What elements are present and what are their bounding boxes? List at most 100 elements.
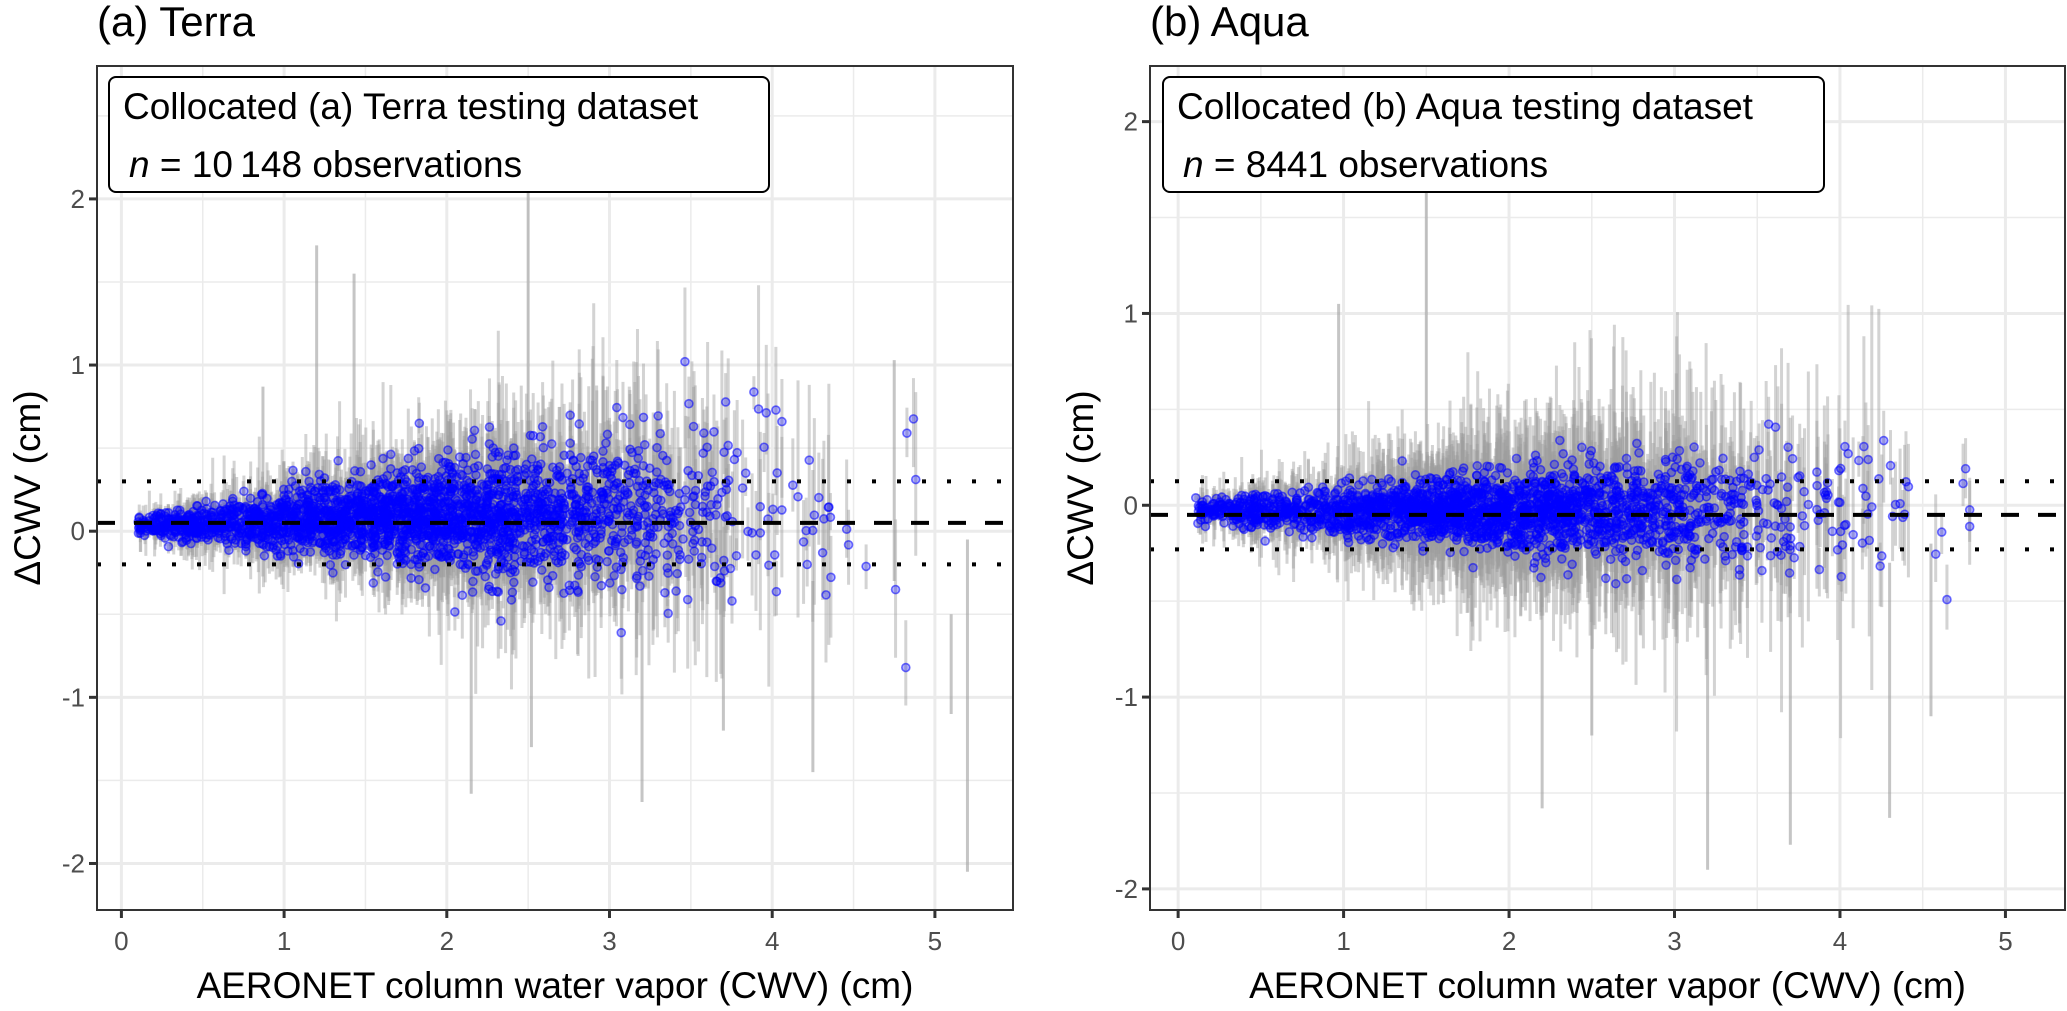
data-point <box>239 486 249 497</box>
data-point <box>400 465 411 475</box>
data-point <box>383 535 393 546</box>
data-point <box>631 573 642 584</box>
data-point <box>473 461 484 471</box>
data-point <box>662 563 673 573</box>
data-point <box>566 482 576 492</box>
data-point <box>608 503 619 514</box>
data-point <box>642 501 653 512</box>
data-point <box>401 508 411 518</box>
data-point <box>722 511 732 521</box>
data-point <box>821 590 831 600</box>
data-point <box>755 528 766 538</box>
data-point <box>768 504 778 515</box>
data-point <box>207 511 218 521</box>
data-point <box>652 442 662 453</box>
data-point <box>530 468 541 479</box>
data-point <box>902 428 912 438</box>
data-point <box>413 443 424 454</box>
data-point <box>215 533 226 544</box>
data-point <box>406 573 416 583</box>
data-point <box>636 549 646 559</box>
data-point <box>632 522 642 532</box>
data-point <box>625 419 635 430</box>
data-point <box>619 537 630 548</box>
data-point <box>817 547 828 558</box>
data-point <box>615 547 626 558</box>
data-point <box>637 565 648 576</box>
data-point <box>408 483 418 494</box>
data-point <box>586 498 597 508</box>
data-point <box>492 485 503 496</box>
data-point <box>662 550 673 560</box>
data-point <box>814 492 824 503</box>
data-point <box>635 556 646 566</box>
data-point <box>473 489 483 500</box>
data-point <box>651 549 661 559</box>
data-point <box>740 468 751 478</box>
data-point <box>823 502 834 513</box>
data-point <box>908 414 919 424</box>
data-point <box>369 534 380 544</box>
data-point <box>365 552 376 563</box>
data-point <box>507 587 518 598</box>
data-point <box>310 486 320 496</box>
data-point <box>436 466 447 477</box>
data-point <box>579 469 590 479</box>
data-point <box>711 576 722 586</box>
data-point <box>453 549 463 560</box>
data-point <box>380 572 391 582</box>
data-point <box>672 568 683 579</box>
data-point <box>241 546 251 556</box>
data-point <box>640 537 651 548</box>
data-point <box>678 534 688 544</box>
data-point <box>596 580 607 591</box>
data-point <box>510 466 521 476</box>
data-point <box>638 460 649 471</box>
data-point <box>664 479 674 490</box>
data-point <box>702 442 712 453</box>
data-point <box>771 586 782 597</box>
data-point <box>377 494 387 505</box>
data-point <box>510 544 520 555</box>
data-point <box>682 594 693 605</box>
data-point <box>484 540 495 550</box>
data-point <box>807 525 818 536</box>
data-point <box>443 445 453 455</box>
data-point <box>234 501 245 512</box>
data-point <box>562 534 572 545</box>
data-point <box>671 586 681 596</box>
data-point <box>589 529 599 539</box>
data-point <box>640 490 650 500</box>
data-point <box>618 412 628 423</box>
data-point <box>355 466 366 477</box>
data-point <box>737 483 748 493</box>
data-point <box>357 489 367 499</box>
data-point <box>333 455 344 466</box>
data-point <box>508 491 518 502</box>
data-point <box>804 455 815 465</box>
data-point <box>330 480 341 490</box>
data-point <box>777 505 787 515</box>
data-point <box>576 561 587 572</box>
data-point <box>861 561 871 572</box>
data-point <box>721 484 732 495</box>
data-point <box>438 542 449 553</box>
data-point <box>626 530 637 541</box>
data-point <box>590 571 600 582</box>
data-point <box>647 532 658 542</box>
data-point <box>602 556 612 567</box>
data-point <box>366 460 376 470</box>
data-point <box>689 546 700 556</box>
data-point <box>538 442 549 453</box>
data-point <box>532 460 543 471</box>
data-point <box>373 567 383 577</box>
data-point <box>631 539 642 549</box>
data-point <box>687 470 697 481</box>
data-point <box>696 552 707 563</box>
data-point <box>661 455 672 466</box>
data-point <box>403 453 414 464</box>
data-point <box>656 495 666 506</box>
data-point <box>325 560 336 570</box>
data-point <box>368 578 379 588</box>
